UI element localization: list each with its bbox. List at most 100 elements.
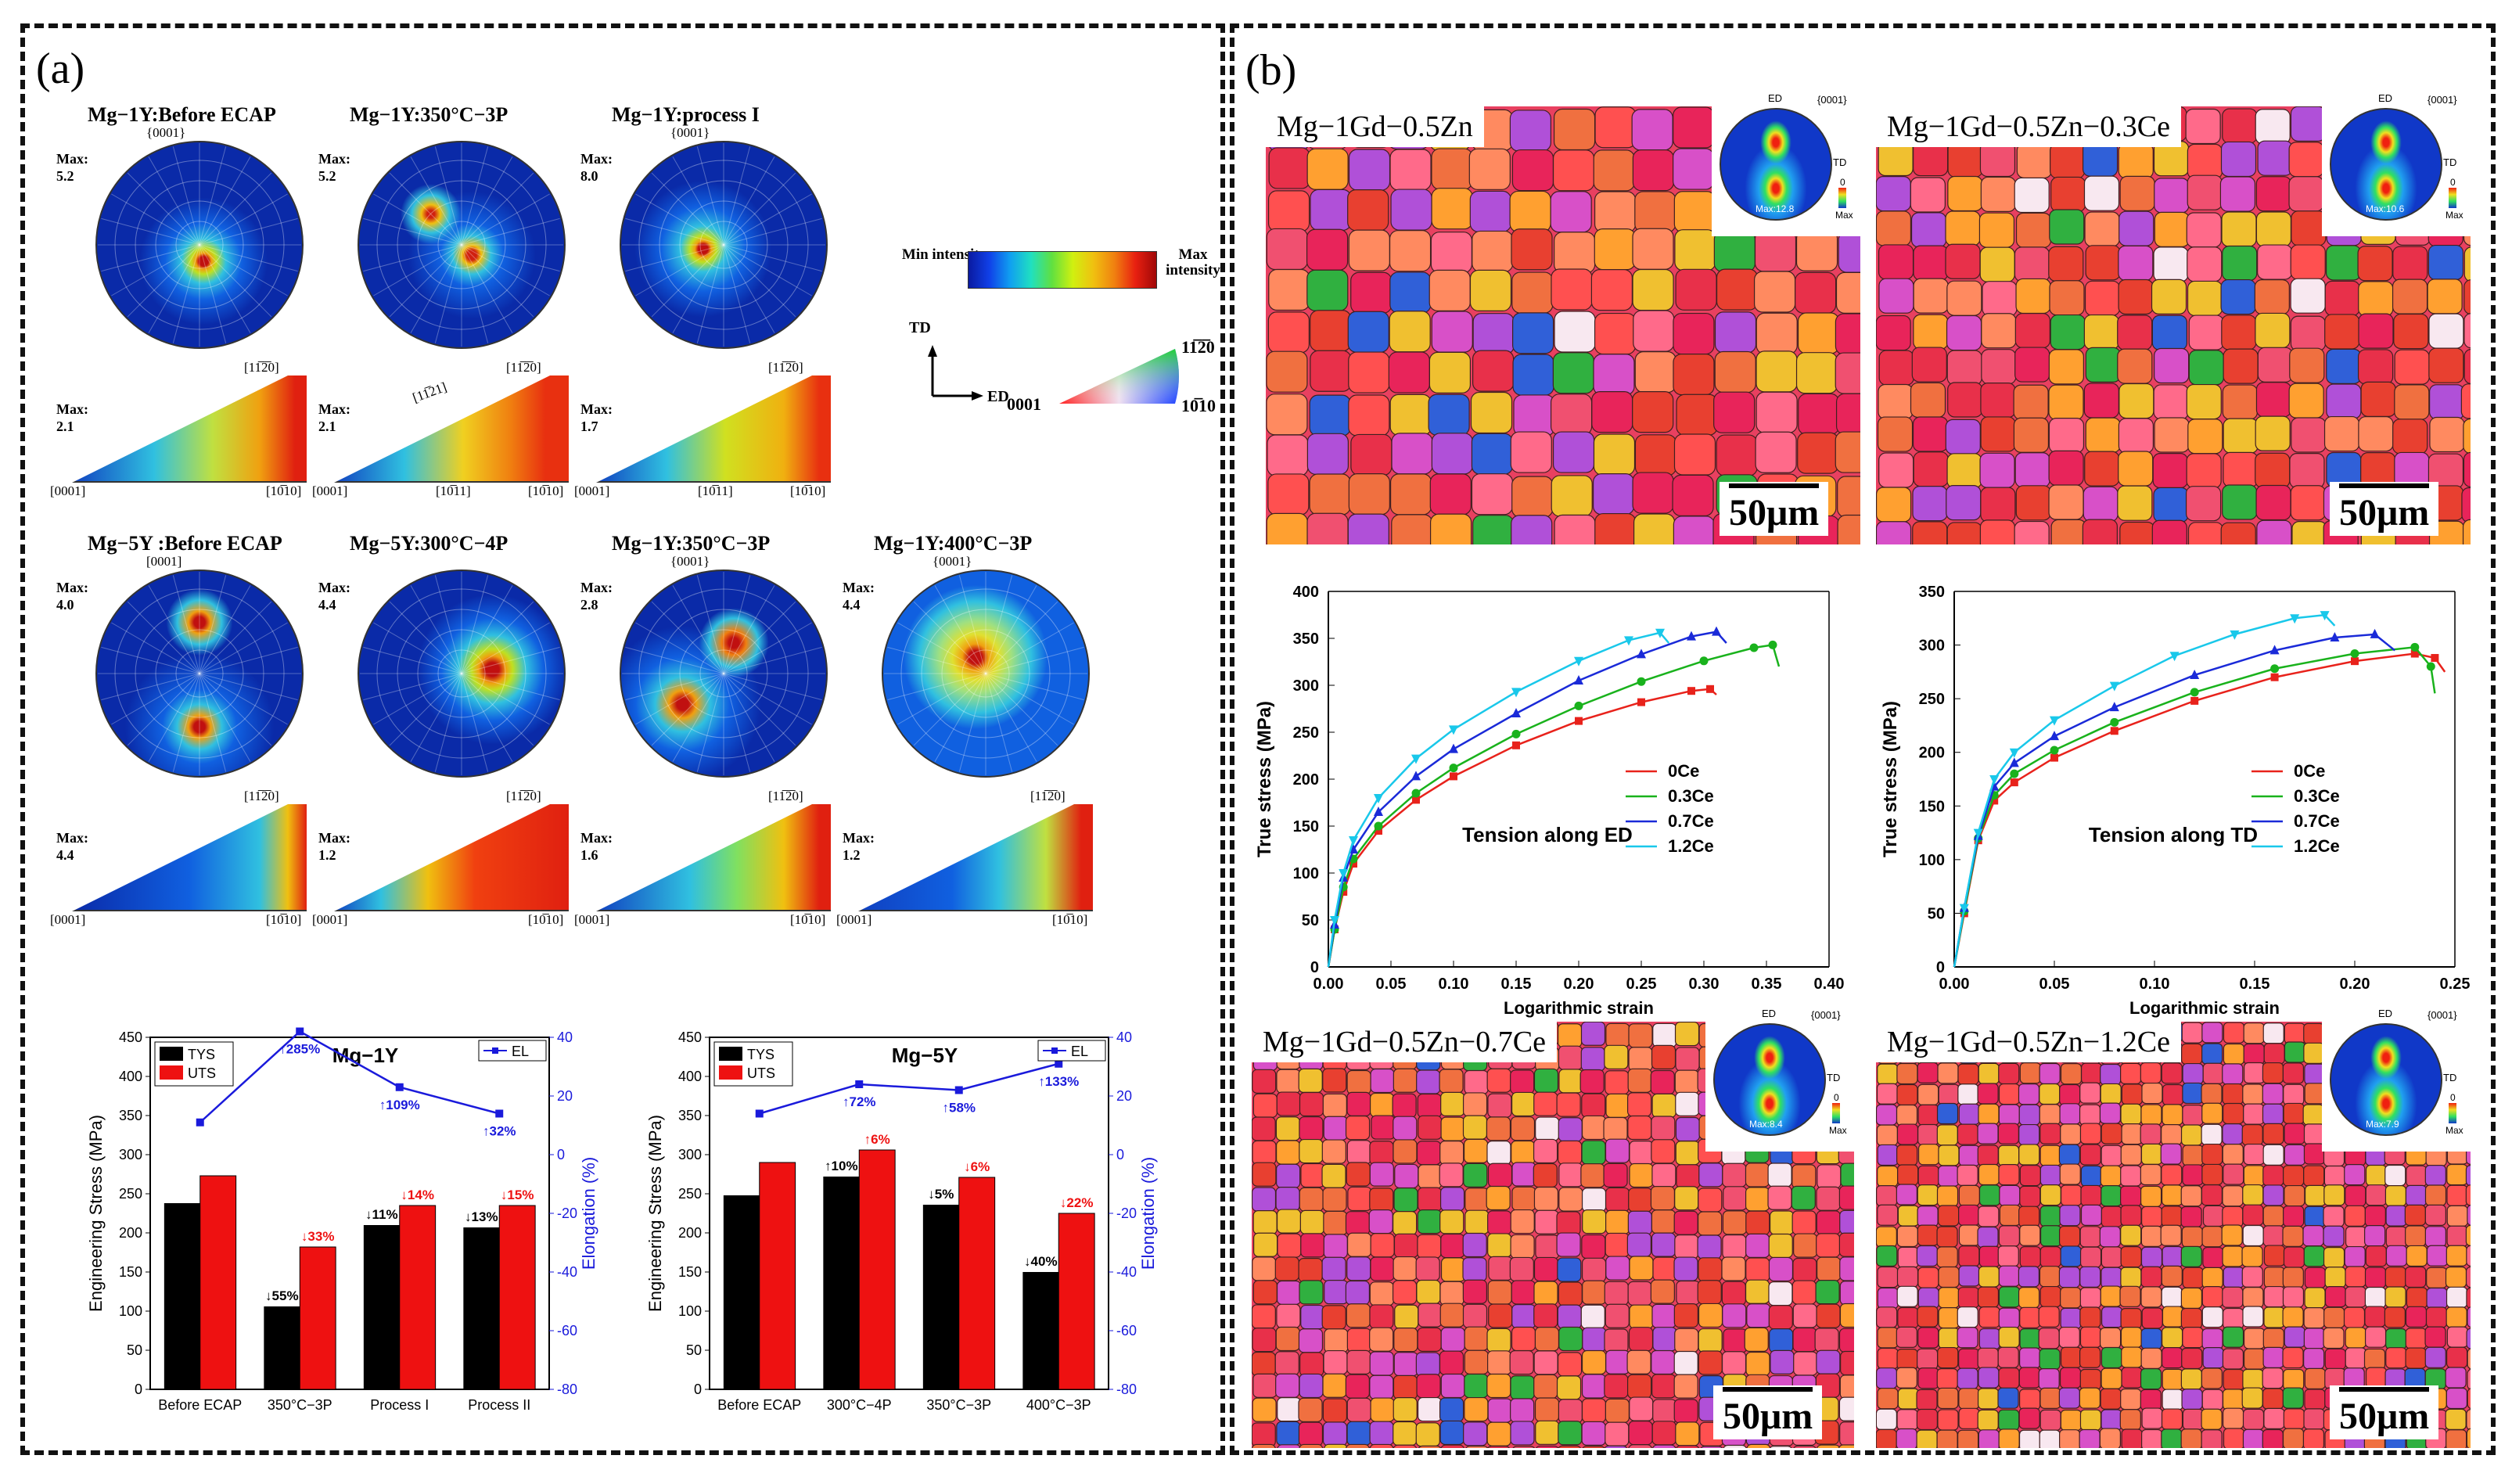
inverse-pole-figure xyxy=(72,804,307,911)
series-point-0.3Ce xyxy=(1449,764,1458,773)
scale-bar: 50μm xyxy=(1720,482,1829,536)
ipf-max-label: Max: xyxy=(56,401,88,417)
uts-change-label: ↓14% xyxy=(401,1188,434,1202)
series-point-0.7Ce xyxy=(1374,807,1383,816)
y-tick-label: 50 xyxy=(686,1342,702,1358)
ipf-top-label: [11̅2̅0] xyxy=(768,360,803,375)
inset-cbar-bottom: Max xyxy=(2446,1125,2463,1136)
series-point-0Ce xyxy=(1412,796,1420,804)
tys-change-label: ↓40% xyxy=(1024,1254,1058,1269)
series-line-0Ce xyxy=(1953,652,2446,968)
series-point-0.3Ce xyxy=(2350,649,2359,659)
series-point-1.2Ce xyxy=(1959,904,1969,914)
series-point-0Ce xyxy=(1375,827,1382,835)
y-tick-label: 200 xyxy=(1919,745,1945,762)
y-tick-label: 450 xyxy=(119,1029,142,1045)
y2-tick-label: 0 xyxy=(1116,1147,1124,1162)
ipf-max-value: 1.7 xyxy=(580,419,598,434)
bar-legend: TYS UTS xyxy=(713,1041,793,1087)
x-tick-label: 0.25 xyxy=(2440,976,2471,993)
y-tick-label: 300 xyxy=(678,1147,702,1162)
pole-grid xyxy=(98,572,301,775)
bar-uts xyxy=(759,1162,796,1390)
el-point xyxy=(1055,1059,1063,1068)
inset-set-label: {0001} xyxy=(2428,1009,2457,1021)
ipf-max-value: 1.2 xyxy=(318,847,336,863)
y-tick-label: 250 xyxy=(1293,724,1319,742)
series-point-1.2Ce xyxy=(1330,916,1339,925)
ipf-left-label: [0001] xyxy=(836,912,872,927)
el-legend: EL xyxy=(1037,1040,1106,1062)
y-tick-label: 250 xyxy=(1919,691,1945,708)
series-point-0.3Ce xyxy=(2050,746,2059,755)
series-point-1.2Ce xyxy=(1989,775,2000,785)
el-change-label: ↑32% xyxy=(483,1124,516,1139)
alloy-label: Mg−1Gd−0.5Zn−0.7Ce xyxy=(1252,1022,1557,1062)
bar-tys xyxy=(823,1177,860,1389)
series-point-0.3Ce xyxy=(2410,642,2420,652)
y-tick-label: 250 xyxy=(678,1186,702,1202)
legend-label-el: EL xyxy=(512,1044,529,1059)
y2-tick-label: 40 xyxy=(1116,1029,1132,1045)
series-point-1.2Ce xyxy=(1655,628,1665,638)
texture-title: Mg−1Y:process I xyxy=(612,103,760,126)
pole-grid xyxy=(360,572,563,775)
bar-uts xyxy=(299,1246,336,1390)
ipf-max-label: Max: xyxy=(843,830,875,846)
legend-label: 1.2Ce xyxy=(2294,836,2340,856)
y2-tick-label: -60 xyxy=(1116,1323,1137,1338)
x-tick-label: 0.10 xyxy=(1439,976,1469,993)
y2-tick-label: -20 xyxy=(1116,1206,1137,1221)
series-point-1.2Ce xyxy=(2109,681,2119,692)
series-point-1.2Ce xyxy=(2230,630,2240,640)
inset-ed-label: ED xyxy=(2378,92,2393,104)
x-tick-label: 0.35 xyxy=(1752,976,1782,993)
pole-max-label: Max: xyxy=(318,580,350,595)
el-point xyxy=(196,1118,204,1126)
bar-tys xyxy=(463,1227,500,1389)
chart-annotation: Tension along ED xyxy=(1462,823,1633,846)
legend-swatch-tys xyxy=(719,1047,742,1061)
ipf-color-key xyxy=(1059,349,1179,404)
ipf-top-label: [11̅2̅0] xyxy=(768,789,803,803)
series-point-0Ce xyxy=(2190,696,2199,705)
panel-a: (a) Min intensity Max intensity TD ED 00… xyxy=(20,23,1225,1455)
y2-tick-label: -40 xyxy=(1116,1264,1137,1280)
y2-tick-label: -20 xyxy=(557,1206,577,1221)
x-axis-label: Logarithmic strain xyxy=(2129,998,2280,1018)
texture-title: Mg−5Y:300°C−4P xyxy=(350,532,509,555)
series-point-0.7Ce xyxy=(1449,743,1458,753)
legend-label-el: EL xyxy=(1071,1044,1088,1059)
series-point-0Ce xyxy=(1637,698,1645,706)
legend-swatch-uts xyxy=(160,1065,183,1080)
y-axis-label: True stress (MPa) xyxy=(1880,701,1901,857)
bar-legend: TYS UTS xyxy=(154,1041,234,1087)
y-axis-label: Engineering Stress (MPa) xyxy=(86,1115,106,1312)
bar-uts xyxy=(958,1177,996,1390)
x-tick-label: 0.15 xyxy=(2240,976,2270,993)
bar-tys xyxy=(363,1225,400,1389)
inset-colorbar xyxy=(1838,188,1846,208)
y2-tick-label: -60 xyxy=(557,1323,577,1338)
series-point-0.7Ce xyxy=(1687,631,1696,641)
ipf-max-value: 1.6 xyxy=(580,847,598,863)
series-point-0.3Ce xyxy=(1768,640,1777,649)
series-point-1.2Ce xyxy=(1349,836,1358,846)
series-point-1.2Ce xyxy=(1574,656,1583,667)
el-point xyxy=(954,1086,963,1094)
y2-axis-label: Elongation (%) xyxy=(1138,1157,1158,1270)
x-tick-label: 300°C−4P xyxy=(827,1397,892,1413)
pole-figure-inset: ED {0001} TD Max:10.6 0 Max xyxy=(2322,88,2471,236)
legend-label: 1.2Ce xyxy=(1668,836,1714,856)
ipf-top-label: [11̅2̅0] xyxy=(506,789,541,803)
inset-pole-figure xyxy=(2330,1023,2442,1136)
inverse-pole-figure xyxy=(334,804,569,911)
series-point-0.3Ce xyxy=(1374,821,1383,831)
el-legend: EL xyxy=(478,1040,547,1062)
y-tick-label: 350 xyxy=(1919,584,1945,601)
series-point-0Ce xyxy=(1687,687,1695,695)
pole-figure-inset: ED {0001} TD Max:7.9 0 Max xyxy=(2322,1003,2471,1152)
pole-max-label: Max: xyxy=(318,151,350,167)
pole-grid xyxy=(98,143,301,347)
el-change-label: ↑109% xyxy=(379,1098,420,1112)
